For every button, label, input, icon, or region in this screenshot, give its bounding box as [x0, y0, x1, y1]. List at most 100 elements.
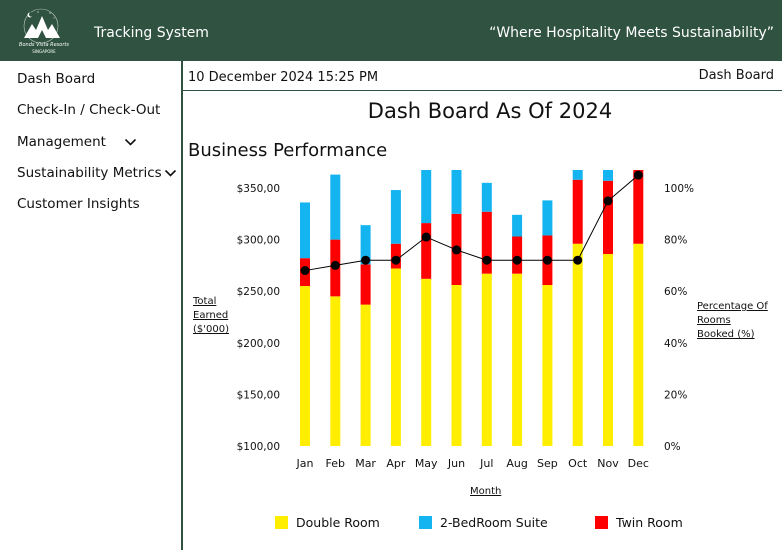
bar-twin-room [603, 180, 613, 255]
chevron-down-icon[interactable] [164, 169, 177, 178]
y2-tick-label: 80% [664, 235, 687, 247]
line-point [482, 255, 492, 265]
top-bar: 10 December 2024 15:25 PM Dash Board [183, 61, 782, 91]
sidebar-item-check-in-out[interactable]: Check-In / Check-Out [17, 102, 161, 118]
line-point [330, 260, 340, 270]
bar-2-bedroom-suite [451, 170, 462, 214]
x-tick-label: Mar [355, 457, 376, 470]
line-point [421, 232, 431, 242]
y-axis-title-line: ($'000) [193, 324, 230, 335]
bar-double-room [603, 254, 613, 446]
y-tick-label: $200,00 [237, 338, 280, 350]
x-tick-label: May [415, 457, 438, 470]
bar-2-bedroom-suite [542, 200, 553, 236]
legend-swatch [595, 516, 608, 529]
bar-double-room [572, 243, 583, 446]
y2-tick-label: 20% [664, 389, 687, 401]
y-axis-title: Total Earned ($'000) [193, 295, 229, 337]
bar-double-room [633, 243, 644, 446]
bar-twin-room [512, 236, 523, 274]
bar-twin-room [481, 211, 492, 274]
sidebar-item-management[interactable]: Management [17, 134, 106, 150]
bar-twin-room [572, 179, 583, 244]
line-percentage-booked [304, 174, 639, 272]
breadcrumb: Dash Board [698, 68, 774, 83]
current-datetime: 10 December 2024 15:25 PM [188, 70, 379, 85]
bar-double-room [390, 268, 401, 446]
sidebar-item-dashboard[interactable]: Dash Board [17, 71, 96, 87]
line-point [452, 245, 461, 255]
line-point [361, 255, 371, 265]
y-axis-title-line: Total [193, 296, 217, 307]
x-tick-label: Jan [296, 457, 314, 470]
y2-tick-label: 40% [664, 338, 687, 350]
y-tick-label: $250,00 [237, 286, 280, 298]
bar-2-bedroom-suite [481, 182, 492, 212]
legend-swatch [419, 516, 432, 529]
legend-swatch [275, 516, 288, 529]
bar-2-bedroom-suite [512, 214, 523, 237]
app-header: Bonds Vista Resorts SINGAPORE Tracking S… [0, 0, 782, 61]
y-tick-label: $150,00 [237, 389, 280, 401]
y2-tick-label: 100% [664, 183, 694, 195]
bar-2-bedroom-suite [330, 174, 341, 240]
bar-double-room [330, 296, 341, 446]
sidebar: Dash Board Check-In / Check-Out Manageme… [0, 61, 183, 550]
x-tick-label: Apr [386, 457, 406, 470]
app-title: Tracking System [94, 25, 209, 41]
line-point [573, 255, 583, 265]
x-tick-label: Dec [628, 457, 649, 470]
bar-2-bedroom-suite [390, 190, 401, 244]
bar-2-bedroom-suite [572, 170, 583, 180]
bar-double-room [360, 304, 371, 446]
y2-axis-title-line: Percentage Of [697, 301, 768, 312]
line-point [300, 266, 310, 276]
y2-axis-title: Percentage Of Rooms Booked (%) [697, 300, 768, 342]
bar-2-bedroom-suite [300, 202, 310, 259]
bar-twin-room [421, 223, 432, 279]
legend-label: Twin Room [616, 515, 683, 530]
legend-item-twin: Twin Room [595, 515, 683, 530]
bar-twin-room [633, 170, 644, 244]
legend-item-suite: 2-BedRoom Suite [419, 515, 548, 530]
logo-text: Bonds Vista Resorts [19, 42, 69, 48]
bar-twin-room [360, 264, 371, 305]
page-title: Dash Board As Of 2024 [367, 99, 613, 123]
x-tick-label: Jun [447, 457, 465, 470]
x-tick-label: Jul [479, 457, 493, 470]
bar-2-bedroom-suite [421, 170, 432, 224]
bar-2-bedroom-suite [360, 225, 371, 265]
legend-item-double: Double Room [275, 515, 380, 530]
logo-subtext: SINGAPORE [32, 49, 56, 54]
x-axis-title: Month [470, 486, 502, 497]
y-tick-label: $350,00 [237, 183, 280, 195]
line-point [391, 255, 401, 265]
y-axis-title-line: Earned [193, 310, 229, 321]
section-title: Business Performance [188, 140, 388, 161]
line-point [542, 255, 552, 265]
bar-double-room [512, 273, 523, 446]
y2-tick-label: 0% [664, 441, 681, 453]
bar-2-bedroom-suite [603, 170, 613, 181]
line-point [633, 170, 643, 180]
legend-label: Double Room [296, 515, 380, 530]
sidebar-item-customer-insights[interactable]: Customer Insights [17, 196, 140, 212]
line-point [603, 196, 613, 206]
bar-double-room [542, 285, 553, 446]
bar-double-room [451, 285, 462, 446]
chevron-down-icon[interactable] [124, 138, 137, 147]
sidebar-item-sustainability[interactable]: Sustainability Metrics [17, 165, 162, 181]
x-tick-label: Oct [568, 457, 588, 470]
tagline: “Where Hospitality Meets Sustainability” [489, 25, 774, 41]
bar-double-room [421, 278, 432, 446]
resort-logo [23, 8, 60, 44]
y2-axis-title-line: Rooms [697, 315, 731, 326]
line-point [512, 255, 522, 265]
business-performance-chart: $100,00 $150,00 $200,00 $250,00 $300,00 $350,… [237, 170, 694, 470]
x-tick-label: Feb [326, 457, 345, 470]
x-tick-label: Nov [597, 457, 619, 470]
y2-tick-label: 60% [664, 286, 687, 298]
legend-label: 2-BedRoom Suite [440, 515, 548, 530]
bar-double-room [300, 286, 310, 446]
x-tick-label: Sep [537, 457, 558, 470]
